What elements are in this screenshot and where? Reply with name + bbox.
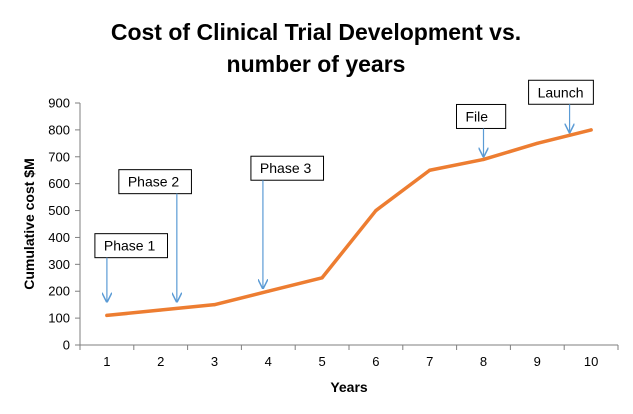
x-tick-label: 10 bbox=[584, 354, 598, 369]
annotation-callout: Launch bbox=[528, 79, 594, 132]
data-point bbox=[159, 308, 163, 312]
y-tick-label: 0 bbox=[63, 338, 70, 353]
annotation-label: Phase 3 bbox=[260, 160, 312, 176]
y-tick-label: 600 bbox=[48, 176, 70, 191]
x-tick-label: 4 bbox=[265, 354, 272, 369]
x-tick-label: 8 bbox=[480, 354, 487, 369]
annotation-callout: Phase 1 bbox=[94, 233, 168, 302]
x-tick-label: 3 bbox=[211, 354, 218, 369]
annotation-box bbox=[118, 169, 192, 195]
annotation-box bbox=[528, 79, 594, 105]
annotation-label: Phase 2 bbox=[128, 174, 180, 190]
x-tick-label: 9 bbox=[534, 354, 541, 369]
data-point bbox=[535, 141, 539, 145]
annotation-box bbox=[94, 233, 168, 259]
x-tick-label: 5 bbox=[318, 354, 325, 369]
chart-title-line-1: Cost of Clinical Trial Development vs. bbox=[111, 19, 521, 45]
annotation-box bbox=[250, 155, 325, 181]
series-line bbox=[105, 128, 593, 318]
annotation-callout: File bbox=[456, 103, 507, 156]
y-tick-label: 900 bbox=[48, 96, 70, 111]
y-tick-label: 500 bbox=[48, 203, 70, 218]
data-point bbox=[320, 276, 324, 280]
annotation-box bbox=[456, 103, 507, 129]
y-tick-label: 100 bbox=[48, 311, 70, 326]
axes: 0 100 200 300 400 500 600 700 800 900 1 2 3 4 5 6 7 8 9 10 bbox=[48, 96, 619, 369]
x-tick-label: 2 bbox=[157, 354, 164, 369]
y-tick-label: 200 bbox=[48, 284, 70, 299]
data-point bbox=[212, 303, 217, 307]
y-tick-label: 700 bbox=[48, 149, 70, 164]
y-tick-label: 800 bbox=[48, 122, 70, 137]
data-point bbox=[428, 168, 432, 172]
data-point bbox=[266, 289, 270, 293]
data-point bbox=[589, 128, 593, 132]
annotation-callout: Phase 3 bbox=[250, 155, 325, 288]
annotation-label: File bbox=[466, 108, 489, 124]
annotation-label: Phase 1 bbox=[104, 238, 156, 254]
x-tick-label: 1 bbox=[103, 354, 110, 369]
x-tick-label: 7 bbox=[426, 354, 433, 369]
chart-title-line-2: number of years bbox=[227, 51, 406, 77]
annotation-callout: Phase 2 bbox=[118, 169, 192, 302]
y-tick-label: 400 bbox=[48, 230, 70, 245]
annotation-label: Launch bbox=[538, 84, 584, 100]
y-axis-label: Cumulative cost $M bbox=[21, 158, 37, 289]
annotations: Phase 1 Phase 2 Phase 3 File Launch bbox=[94, 79, 594, 302]
data-point bbox=[481, 157, 486, 162]
data-point bbox=[374, 208, 378, 213]
data-point bbox=[105, 313, 109, 318]
series bbox=[105, 128, 593, 318]
x-axis-label: Years bbox=[330, 379, 368, 395]
x-tick-label: 6 bbox=[372, 354, 379, 369]
y-tick-label: 300 bbox=[48, 257, 70, 272]
